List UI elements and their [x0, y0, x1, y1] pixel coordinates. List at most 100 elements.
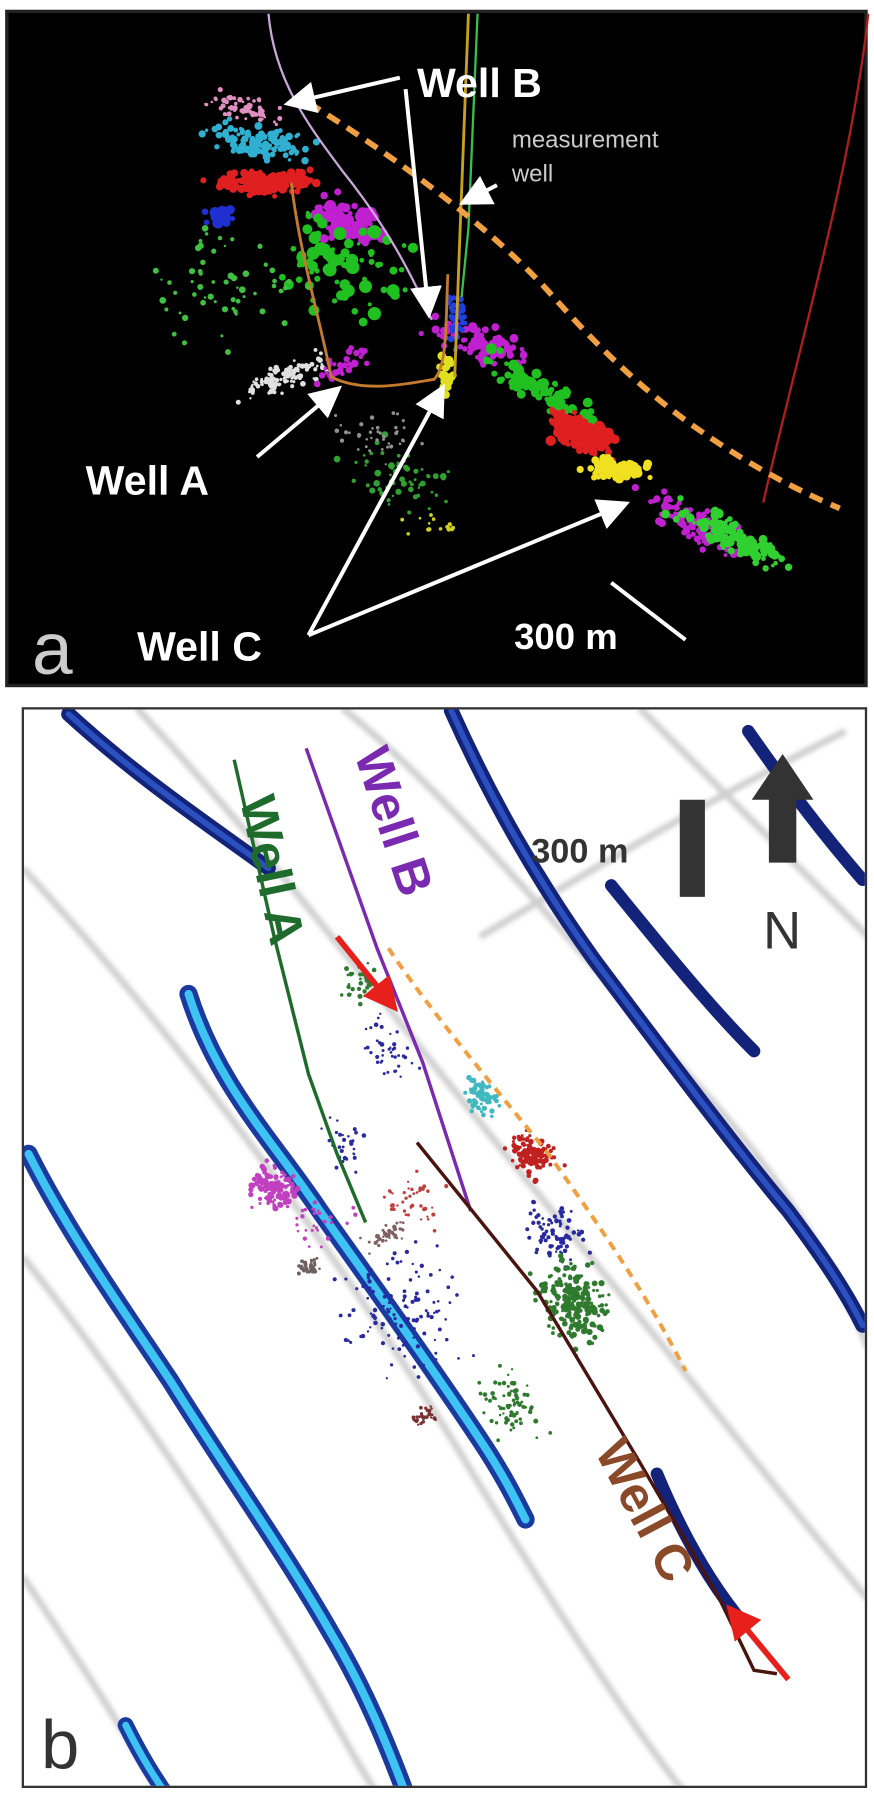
- event-dot: [432, 1301, 435, 1304]
- event-dot: [382, 435, 385, 438]
- label-measurement-well: measurement well: [512, 123, 672, 192]
- event-dot: [403, 1294, 407, 1298]
- event-dot: [705, 508, 711, 514]
- event-dot: [295, 1186, 301, 1192]
- event-dot: [512, 1398, 516, 1402]
- event-dot: [526, 1136, 530, 1140]
- event-dot: [479, 1392, 483, 1396]
- event-dot: [307, 1270, 310, 1273]
- event-dot: [357, 433, 361, 437]
- event-dot: [588, 439, 594, 445]
- event-dot: [390, 466, 393, 469]
- event-dot: [377, 1017, 380, 1020]
- event-dot: [402, 1344, 405, 1347]
- event-dot: [498, 1364, 502, 1368]
- event-dot: [484, 1397, 487, 1400]
- event-dot: [389, 1298, 392, 1301]
- event-dot: [760, 542, 766, 548]
- scale-label: 300 m: [531, 833, 628, 871]
- event-dot: [273, 1174, 278, 1179]
- event-dot: [257, 244, 262, 249]
- event-dot: [273, 370, 277, 374]
- scale-bar: [680, 800, 705, 897]
- page: Well B measurement well Well A Well C 30…: [0, 0, 874, 1796]
- event-dot: [395, 489, 401, 495]
- event-dot: [406, 1306, 409, 1309]
- event-dot: [561, 390, 570, 399]
- event-dot: [583, 449, 589, 455]
- event-dot: [304, 1208, 308, 1212]
- event-dot: [507, 1385, 510, 1388]
- event-dot: [272, 390, 276, 394]
- event-dot: [665, 503, 669, 507]
- event-dot: [507, 352, 514, 359]
- event-dot: [390, 1208, 393, 1211]
- event-dot: [390, 1363, 393, 1366]
- event-dot: [370, 437, 373, 440]
- event-dot: [514, 1388, 519, 1393]
- event-dot: [521, 1134, 524, 1137]
- event-dot: [515, 1165, 519, 1169]
- event-dot: [548, 1275, 552, 1279]
- event-dot: [395, 1322, 398, 1325]
- event-dot: [397, 1347, 401, 1351]
- event-dot: [337, 203, 346, 212]
- event-dot: [403, 1289, 407, 1293]
- event-dot: [713, 531, 717, 535]
- event-dot: [431, 1206, 433, 1208]
- event-dot: [302, 224, 312, 234]
- event-dot: [587, 1340, 593, 1346]
- event-dot: [367, 1279, 371, 1283]
- event-dot: [339, 1314, 343, 1318]
- event-dot: [463, 338, 468, 343]
- event-dot: [527, 1173, 532, 1178]
- event-dot: [386, 446, 389, 449]
- event-dot: [420, 1264, 424, 1268]
- event-dot: [520, 351, 527, 358]
- event-dot: [430, 1416, 432, 1418]
- event-dot: [587, 408, 594, 415]
- event-dot: [438, 1327, 442, 1331]
- event-dot: [518, 1157, 523, 1162]
- event-dot: [569, 1262, 573, 1266]
- event-dot: [292, 380, 295, 383]
- event-dot: [400, 1228, 403, 1231]
- event-dot: [412, 1337, 414, 1339]
- event-dot: [204, 296, 207, 299]
- event-dot: [493, 1380, 497, 1384]
- event-dot: [554, 1219, 558, 1223]
- event-dot: [478, 1094, 482, 1098]
- scale-label: 300 m: [514, 616, 618, 657]
- event-dot: [205, 129, 208, 132]
- event-dot: [284, 372, 287, 375]
- event-dot: [353, 1148, 356, 1151]
- event-dot: [444, 1184, 448, 1188]
- event-dot: [348, 216, 354, 222]
- event-dot: [281, 184, 287, 190]
- event-dot: [586, 1293, 590, 1297]
- event-dot: [335, 280, 340, 285]
- event-dot: [392, 1347, 395, 1350]
- event-dot: [407, 510, 411, 514]
- event-dot: [385, 463, 387, 465]
- event-dot: [547, 1324, 551, 1328]
- event-dot: [593, 1324, 597, 1328]
- event-dot: [369, 1051, 372, 1054]
- event-dot: [219, 106, 224, 111]
- event-dot: [367, 962, 370, 965]
- event-dot: [367, 1330, 369, 1332]
- event-dot: [568, 1292, 571, 1295]
- event-dot: [260, 378, 263, 381]
- event-dot: [320, 1127, 322, 1129]
- event-dot: [569, 1258, 572, 1261]
- event-dot: [268, 1192, 272, 1196]
- event-dot: [558, 1253, 563, 1258]
- event-dot: [583, 444, 588, 449]
- event-dot: [510, 1381, 515, 1386]
- event-dot: [351, 203, 357, 209]
- event-dot: [295, 1217, 298, 1220]
- event-dot: [525, 1393, 529, 1397]
- event-dot: [462, 346, 468, 352]
- event-dot: [278, 382, 282, 386]
- event-dot: [555, 1302, 559, 1306]
